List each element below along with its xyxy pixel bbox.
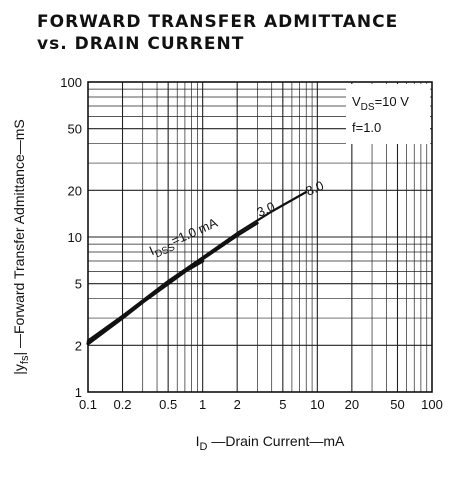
- idss-rest: =1.0 mA: [169, 215, 220, 249]
- idss-main: I: [147, 243, 156, 258]
- y-tick-label: 100: [60, 75, 82, 90]
- series-line-0: [86, 259, 205, 346]
- condition-vds-rest: =10 V: [375, 94, 410, 109]
- conditions-box-bg: [346, 84, 430, 144]
- x-tick-label: 5: [279, 397, 286, 412]
- x-tick-label: 0.1: [79, 397, 97, 412]
- condition-freq: f=1.0: [352, 120, 381, 135]
- chart-title-line2: vs. DRAIN CURRENT: [37, 34, 244, 54]
- y-tick-label: 10: [68, 230, 82, 245]
- plot-frame: [87, 81, 433, 393]
- x-axis-label-main: I: [196, 433, 200, 449]
- x-tick-label: 10: [310, 397, 324, 412]
- condition-vds: VDS=10 V: [352, 94, 409, 113]
- condition-vds-main: V: [352, 94, 361, 109]
- y-tick-label: 50: [68, 122, 82, 137]
- y-tick-label: 5: [75, 277, 82, 292]
- condition-vds-sub: DS: [361, 102, 375, 113]
- series-line-2: [86, 190, 308, 342]
- series-lines: [86, 190, 308, 346]
- y-axis-label-rest: | —Forward Transfer Admittance—mS: [11, 119, 27, 355]
- conditions-box: VDS=10 V f=1.0: [346, 84, 430, 144]
- x-tick-label: 0.2: [113, 397, 131, 412]
- y-tick-label: 2: [75, 338, 82, 353]
- x-axis-label-rest: —Drain Current—mA: [207, 433, 345, 449]
- chart-title-line1: FORWARD TRANSFER ADMITTANCE: [37, 12, 398, 32]
- x-tick-label: 100: [421, 397, 443, 412]
- series-label-8: 8.0: [303, 178, 326, 199]
- x-tick-label: 1: [199, 397, 206, 412]
- x-tick-label: 2: [234, 397, 241, 412]
- x-tick-label: 0.5: [159, 397, 177, 412]
- x-tick-label: 20: [345, 397, 359, 412]
- y-axis-label: |yfs| —Forward Transfer Admittance—mS: [11, 119, 31, 374]
- x-tick-label: 50: [390, 397, 404, 412]
- x-axis-label-sub: D: [200, 441, 208, 453]
- series-label-3: 3.0: [254, 199, 277, 220]
- y-tick-label: 20: [68, 183, 82, 198]
- y-axis-label-prefix: |y: [11, 364, 27, 375]
- y-tick-label: 1: [75, 385, 82, 400]
- x-axis-label: ID —Drain Current—mA: [196, 433, 345, 453]
- tick-labels: 0.1 0.2 0.5 1 2 5 10 20 50 100 1 2 5 10 20 50 100: [60, 75, 443, 412]
- y-axis-label-sub: fs: [19, 355, 31, 364]
